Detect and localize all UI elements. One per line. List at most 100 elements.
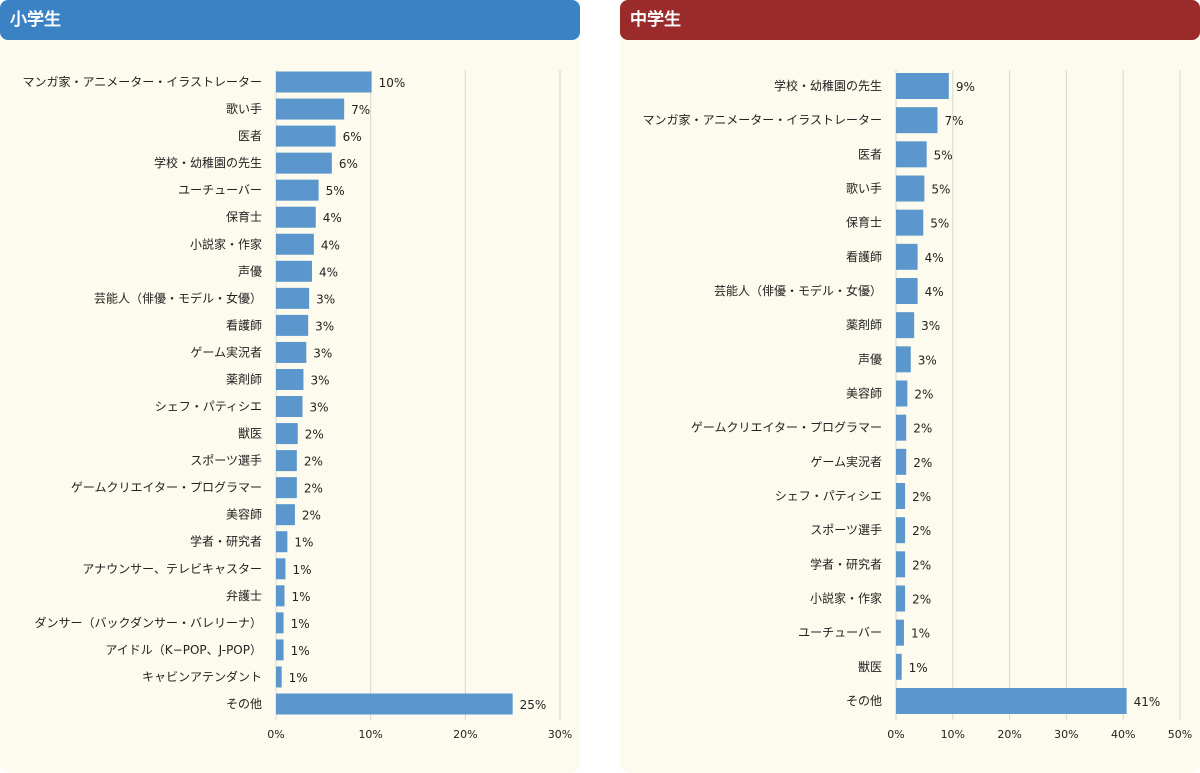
bar (276, 558, 286, 580)
category-label: 弁護士 (226, 588, 262, 603)
bar (896, 175, 925, 202)
category-label: ゲーム実況者 (190, 344, 262, 359)
value-label: 4% (319, 265, 338, 279)
x-tick-label: 10% (941, 728, 965, 741)
category-label: ゲーム実況者 (810, 454, 882, 469)
elementary-panel: 小学生 0% 10% 20% 30% マンガ家・アニメーター・イラストレーター 10% 歌い… (0, 0, 580, 773)
category-label: スポーツ選手 (810, 523, 882, 537)
value-label: 1% (911, 627, 930, 641)
category-label: 学校・幼稚園の先生 (154, 155, 262, 170)
category-label: ゲームクリエイター・プログラマー (71, 481, 262, 495)
bar (896, 278, 918, 304)
value-label: 7% (351, 103, 370, 117)
x-tick-label: 0% (267, 728, 284, 741)
x-tick-label: 20% (453, 728, 477, 741)
category-label: 歌い手 (846, 181, 882, 196)
bar (276, 314, 309, 336)
junior-high-bar-chart: 0% 10% 20% 30% 40% 50% 学校・幼稚園の先生 9% マンガ家・アニメーター・… (642, 70, 1192, 741)
value-label: 2% (912, 490, 931, 504)
category-label: 歌い手 (226, 101, 262, 116)
value-label: 2% (912, 524, 931, 538)
bar (276, 179, 319, 201)
bar (276, 612, 284, 634)
bar (276, 125, 336, 147)
category-label: シェフ・パティシエ (775, 489, 882, 503)
value-label: 1% (292, 590, 311, 604)
category-label: 小説家・作家 (810, 591, 882, 606)
bar (276, 666, 282, 688)
value-label: 3% (310, 401, 329, 415)
category-label: アイドル（K−POP、J-POP） (105, 643, 262, 657)
category-label: 医者 (858, 147, 882, 161)
category-label: 美容師 (846, 386, 882, 401)
category-label: 獣医 (238, 427, 262, 441)
value-label: 2% (912, 593, 931, 607)
value-label: 4% (321, 238, 340, 252)
value-label: 5% (934, 148, 953, 162)
value-label: 7% (944, 114, 963, 128)
category-label: 美容師 (226, 507, 262, 522)
bar (896, 517, 906, 544)
value-label: 1% (294, 536, 313, 550)
value-label: 9% (956, 80, 975, 94)
bar (276, 423, 298, 445)
value-label: 10% (379, 76, 406, 90)
category-label: マンガ家・アニメーター・イラストレーター (22, 74, 262, 89)
value-label: 3% (918, 353, 937, 367)
bar (276, 260, 312, 282)
bar (896, 141, 927, 168)
category-label: 学者・研究者 (190, 534, 262, 549)
bar (896, 483, 906, 509)
bar (896, 243, 918, 270)
category-label: ゲームクリエイター・プログラマー (691, 421, 882, 435)
value-label: 4% (925, 285, 944, 299)
category-label: 芸能人（俳優・モデル・女優） (714, 283, 882, 298)
bar (896, 209, 924, 236)
category-label: 小説家・作家 (190, 236, 262, 251)
bar (896, 551, 906, 578)
value-label: 3% (310, 373, 329, 387)
junior-high-title: 中学生 (620, 0, 1200, 40)
category-label: 薬剤師 (846, 317, 882, 332)
value-label: 1% (292, 563, 311, 577)
value-label: 4% (323, 211, 342, 225)
bar (276, 477, 297, 499)
category-label: ユーチューバー (178, 183, 262, 197)
bar (896, 619, 904, 646)
category-label: マンガ家・アニメーター・イラストレーター (642, 112, 882, 127)
x-tick-label: 40% (1111, 728, 1135, 741)
value-label: 2% (304, 455, 323, 469)
bar (276, 341, 307, 363)
category-label: 声優 (858, 352, 882, 366)
bar (276, 639, 284, 661)
category-label: キャビンアテンダント (142, 669, 262, 684)
bar (896, 653, 902, 680)
value-label: 2% (912, 558, 931, 572)
bar (896, 585, 906, 612)
category-label: 保育士 (846, 215, 882, 230)
bar (276, 693, 513, 715)
bar (896, 73, 949, 99)
bar (276, 504, 295, 526)
bar (896, 380, 908, 407)
category-label: 医者 (238, 129, 262, 143)
bar (276, 368, 304, 390)
x-tick-label: 20% (997, 728, 1021, 741)
bar (276, 71, 372, 93)
bar (276, 206, 316, 228)
bar (276, 585, 285, 607)
value-label: 3% (921, 319, 940, 333)
bar (276, 531, 288, 553)
x-tick-label: 30% (1054, 728, 1078, 741)
bar (896, 414, 907, 441)
category-label: その他 (846, 694, 882, 708)
value-label: 3% (316, 292, 335, 306)
bar (896, 688, 1127, 714)
bar (896, 448, 907, 475)
bar (896, 107, 938, 134)
value-label: 41% (1134, 695, 1161, 709)
category-label: 保育士 (226, 209, 262, 224)
bar (276, 396, 303, 418)
value-label: 5% (930, 217, 949, 231)
category-label: 薬剤師 (226, 371, 262, 386)
